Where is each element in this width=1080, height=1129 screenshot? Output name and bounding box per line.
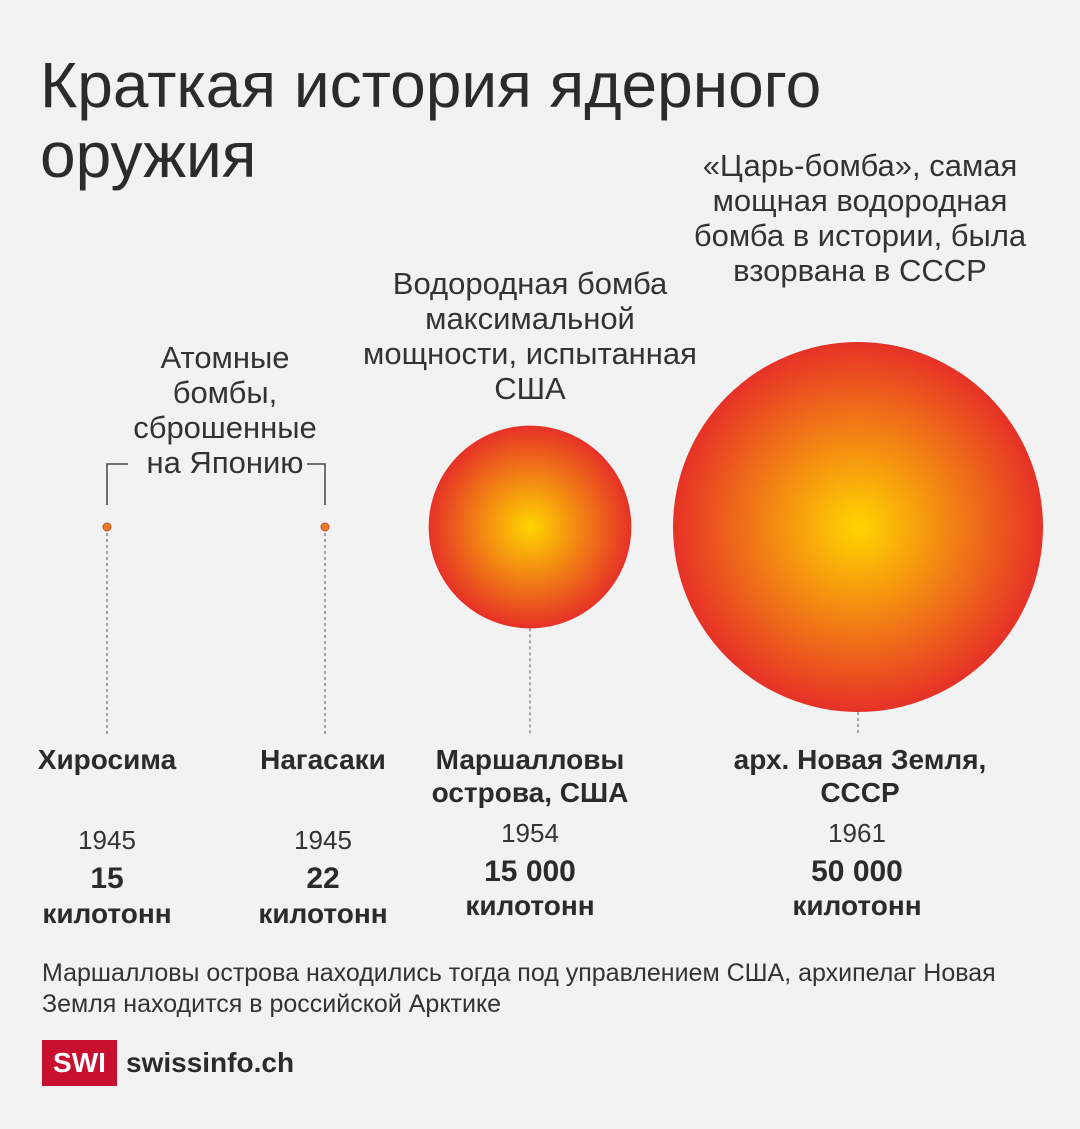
year-label: 1954 [501, 818, 559, 848]
year-label: 1945 [78, 825, 136, 855]
yield-value: 22 [306, 862, 340, 895]
place-label: арх. Новая Земля, СССР [733, 744, 987, 808]
bomb-marker [102, 522, 112, 532]
yield-unit: килотонн [792, 890, 922, 921]
label-hydrogen-usa: Водородная бомба максимальной мощности, … [363, 266, 697, 406]
yield-unit: килотонн [42, 898, 172, 929]
label-tsar-bomba: «Царь-бомба», самая мощная водородная бо… [693, 148, 1027, 288]
page-title: Краткая история ядерного оружия [40, 49, 822, 191]
place-label: Хиросима [37, 744, 177, 775]
bomb-marker [320, 522, 330, 532]
yield-value: 15 [90, 862, 124, 895]
yield-unit: килотонн [258, 898, 388, 929]
swi-logo: SWI [42, 1040, 117, 1086]
year-label: 1945 [294, 825, 352, 855]
footnote: Маршалловы острова находились тогда под … [42, 959, 996, 1018]
yield-value: 50 000 [811, 855, 903, 888]
logo-text: swissinfo.ch [126, 1047, 295, 1078]
place-label: Нагасаки [260, 744, 386, 775]
fireball-bubble [673, 342, 1043, 712]
fireball-bubble [428, 425, 632, 629]
yield-value: 15 000 [484, 855, 576, 888]
label-atomic-bombs: Атомные бомбы, сброшенные на Японию [133, 340, 317, 480]
bracket-line [106, 463, 326, 505]
year-label: 1961 [828, 818, 886, 848]
place-label: Маршалловы острова, США [431, 744, 629, 808]
yield-unit: килотонн [465, 890, 595, 921]
